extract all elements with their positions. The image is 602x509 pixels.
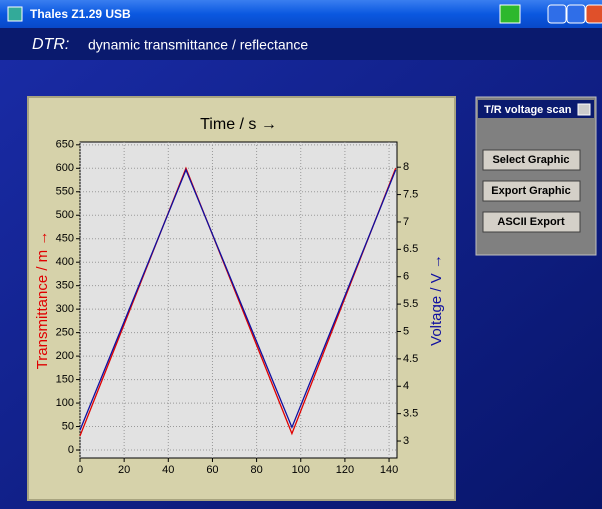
y-tick-label: 450 bbox=[56, 233, 74, 245]
button-label[interactable]: Export Graphic bbox=[491, 185, 570, 197]
y2-tick-label: 5.5 bbox=[403, 298, 418, 310]
y-tick-label: 50 bbox=[62, 420, 74, 432]
maximize-button[interactable] bbox=[566, 4, 586, 24]
button-label[interactable]: Select Graphic bbox=[492, 154, 569, 166]
header-text: dynamic transmittance / reflectance bbox=[88, 37, 308, 53]
x-tick-label: 20 bbox=[118, 464, 130, 476]
button-label[interactable]: ASCII Export bbox=[497, 216, 565, 228]
y2-tick-label: 4.5 bbox=[403, 353, 418, 365]
x-tick-label: 100 bbox=[292, 464, 310, 476]
y-tick-label: 300 bbox=[56, 303, 74, 315]
y-tick-label: 500 bbox=[56, 209, 74, 221]
y2-axis-title: Voltage / V → bbox=[428, 254, 445, 346]
minimize-button[interactable] bbox=[547, 4, 567, 24]
y-tick-label: 600 bbox=[56, 162, 74, 174]
y-tick-label: 0 bbox=[68, 444, 74, 456]
panel-button[interactable]: ASCII Export bbox=[482, 211, 581, 233]
y-tick-label: 250 bbox=[56, 327, 74, 339]
y2-tick-label: 5 bbox=[403, 325, 409, 337]
y-tick-label: 550 bbox=[56, 186, 74, 198]
side-panel-title: T/R voltage scan bbox=[484, 104, 572, 116]
y2-tick-label: 3.5 bbox=[403, 408, 418, 420]
y-tick-label: 400 bbox=[56, 256, 74, 268]
x-tick-label: 120 bbox=[336, 464, 354, 476]
panel-button[interactable]: Export Graphic bbox=[482, 180, 581, 202]
y2-tick-label: 7 bbox=[403, 216, 409, 228]
y2-tick-label: 3 bbox=[403, 435, 409, 447]
button-face[interactable] bbox=[482, 211, 581, 233]
y-axis-title: Transmittance / m → bbox=[34, 231, 51, 370]
x-tick-label: 40 bbox=[162, 464, 174, 476]
y-tick-label: 350 bbox=[56, 280, 74, 292]
y2-tick-label: 7.5 bbox=[403, 188, 418, 200]
y-tick-label: 100 bbox=[56, 397, 74, 409]
y2-tick-label: 6 bbox=[403, 271, 409, 283]
button-face[interactable] bbox=[482, 149, 581, 171]
y-tick-label: 200 bbox=[56, 350, 74, 362]
y2-tick-label: 4 bbox=[403, 380, 409, 392]
header-label: DTR: bbox=[32, 36, 69, 53]
data-line bbox=[79, 168, 397, 431]
x-tick-label: 80 bbox=[250, 464, 262, 476]
x-tick-label: 140 bbox=[380, 464, 398, 476]
data-line bbox=[79, 166, 397, 437]
y2-tick-label: 6.5 bbox=[403, 243, 418, 255]
y2-tick-label: 8 bbox=[403, 161, 409, 173]
x-axis-title: Time / s → bbox=[200, 116, 277, 133]
side-panel-title-bar bbox=[478, 100, 594, 118]
panel-button[interactable]: Select Graphic bbox=[482, 149, 581, 171]
x-tick-label: 0 bbox=[77, 464, 83, 476]
header-bar bbox=[0, 28, 602, 60]
y-tick-label: 150 bbox=[56, 373, 74, 385]
y-tick-label: 650 bbox=[56, 139, 74, 151]
app-icon bbox=[7, 6, 23, 22]
button-face[interactable] bbox=[482, 180, 581, 202]
x-tick-label: 60 bbox=[206, 464, 218, 476]
window-title: Thales Z1.29 USB bbox=[30, 7, 131, 21]
print-icon[interactable] bbox=[499, 4, 521, 24]
close-button[interactable] bbox=[585, 4, 602, 24]
side-panel-close[interactable] bbox=[577, 103, 591, 116]
